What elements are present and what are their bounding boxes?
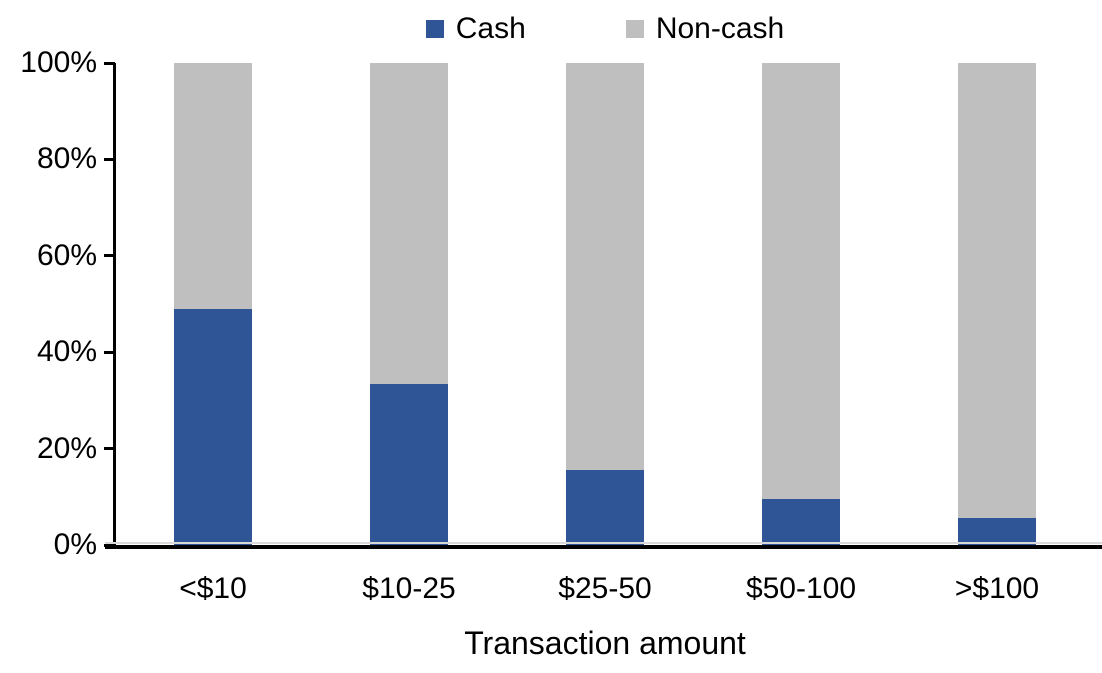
x-axis-tick-label: $25-50 (558, 572, 652, 605)
x-axis-tick-label: <$10 (179, 572, 247, 605)
bar-stack-2 (370, 63, 448, 545)
bar-segment-cash (370, 383, 448, 545)
y-axis-tick (104, 61, 115, 65)
x-axis-title: Transaction amount (464, 625, 746, 661)
bar-segment-cash (762, 499, 840, 545)
bar-segment-cash (174, 308, 252, 545)
bar-segment-cash (566, 470, 644, 545)
x-axis-tick-label: $10-25 (362, 572, 456, 605)
plot-area (115, 63, 1095, 545)
bar-stack-3 (566, 63, 644, 545)
y-axis-tick (104, 157, 115, 161)
bar-segment-non-cash (566, 63, 644, 471)
cash-legend-label: Cash (455, 12, 526, 45)
cash-legend-swatch-icon (425, 20, 444, 38)
non-cash-legend-label: Non-cash (655, 12, 785, 45)
y-axis-tick-label: 0% (53, 528, 97, 561)
bar-segment-non-cash (958, 63, 1036, 519)
non-cash-legend-swatch-icon (625, 20, 644, 38)
x-axis-tick-label: >$100 (954, 572, 1040, 605)
x-axis-line (105, 545, 1102, 549)
y-axis-line (113, 63, 116, 545)
y-axis-tick (104, 350, 115, 354)
y-axis-tick-label: 80% (36, 142, 97, 176)
bar-segment-non-cash (370, 63, 448, 384)
zero-gridline (105, 542, 1102, 544)
legend-item-cash: Cash (425, 11, 526, 47)
bar-stack-1 (174, 63, 252, 545)
bar-segment-cash (958, 518, 1036, 545)
y-axis-tick-label: 100% (20, 46, 97, 79)
y-axis-tick-label: 60% (36, 238, 97, 272)
legend-item-non-cash: Non-cash (625, 11, 785, 47)
bar-segment-non-cash (174, 63, 252, 309)
y-axis-tick (104, 447, 115, 451)
chart-legend: Cash Non-cash (115, 10, 1095, 48)
y-axis-tick (104, 254, 115, 258)
y-axis-tick-label: 20% (36, 431, 97, 465)
bar-segment-non-cash (762, 63, 840, 500)
x-axis-tick-label: $50-100 (745, 572, 857, 605)
y-axis-tick-label: 40% (36, 335, 97, 369)
bar-stack-5 (958, 63, 1036, 545)
bar-stack-4 (762, 63, 840, 545)
